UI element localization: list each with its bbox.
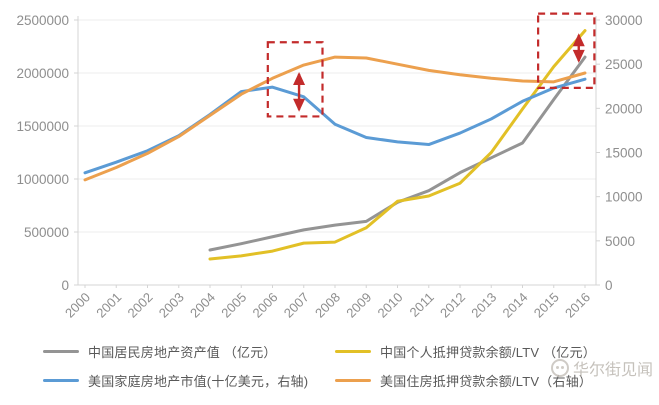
series-line-0 <box>208 55 587 252</box>
x-tick-label: 2000 <box>62 290 93 321</box>
y-right-tick-label: 20000 <box>605 101 643 116</box>
legend-item-us-mortgage-ltv: 美国住房抵押贷款余额/LTV（右轴） <box>335 371 653 390</box>
legend-label: 中国个人抵押贷款余额/LTV （亿元） <box>380 345 596 360</box>
x-axis: 2000 2001 2002 2003 2004 2005 2006 2007 2008 2009… <box>62 285 593 321</box>
highlight-box-2 <box>537 12 596 89</box>
x-tick-label: 2012 <box>437 290 468 321</box>
legend-label: 美国住房抵押贷款余额/LTV（右轴） <box>380 374 593 389</box>
legend-item-us-home-value: 美国家庭房地产市值(十亿美元，右轴) <box>43 371 335 390</box>
x-tick-label: 2002 <box>125 290 156 321</box>
x-tick-label: 2005 <box>218 290 249 321</box>
gap-arrow-1 <box>293 71 306 112</box>
dual-axis-line-chart: 0 500000 1000000 1500000 2000000 2500000 0 5000… <box>16 12 643 321</box>
y-left-tick-label: 2500000 <box>16 13 69 28</box>
y-right-tick-label: 25000 <box>605 57 643 72</box>
legend-item-china-property-value: 中国居民房地产资产值 （亿元） <box>43 342 335 361</box>
annotations <box>266 12 596 118</box>
legend-label: 美国家庭房地产市值(十亿美元，右轴) <box>88 374 309 389</box>
x-tick-label: 2014 <box>500 290 531 321</box>
x-tick-label: 2010 <box>375 290 406 321</box>
axes <box>77 16 597 286</box>
legend-swatch-blue <box>43 379 79 382</box>
y-left-tick-label: 2000000 <box>16 66 69 81</box>
series-line-1 <box>208 29 587 261</box>
y-right-tick-label: 10000 <box>605 190 643 205</box>
legend-label: 中国居民房地产资产值 （亿元） <box>88 345 277 360</box>
x-tick-label: 2009 <box>343 290 374 321</box>
legend-swatch-gray <box>43 350 79 353</box>
y-left-tick-label: 1500000 <box>16 119 69 134</box>
y-axis-left: 0 500000 1000000 1500000 2000000 2500000 <box>16 13 78 293</box>
x-tick-label: 2013 <box>468 290 499 321</box>
x-tick-label: 2015 <box>531 290 562 321</box>
y-right-tick-label: 5000 <box>605 234 635 249</box>
legend-swatch-orange <box>335 379 371 382</box>
y-left-tick-label: 0 <box>61 278 69 293</box>
x-tick-label: 2016 <box>562 290 593 321</box>
x-tick-label: 2004 <box>187 290 218 321</box>
y-right-tick-label: 15000 <box>605 146 643 161</box>
x-tick-label: 2003 <box>156 290 187 321</box>
x-tick-label: 2006 <box>250 290 281 321</box>
y-right-tick-label: 30000 <box>605 13 643 28</box>
chart-legend: 中国居民房地产资产值 （亿元） 中国个人抵押贷款余额/LTV （亿元） 美国家庭… <box>43 342 653 390</box>
x-tick-label: 2007 <box>281 290 312 321</box>
y-left-tick-label: 500000 <box>24 225 69 240</box>
y-axis-right: 0 5000 10000 15000 20000 25000 30000 <box>596 13 643 293</box>
y-left-tick-label: 1000000 <box>16 172 69 187</box>
x-tick-label: 2011 <box>406 290 436 320</box>
highlight-box-1 <box>266 41 324 118</box>
gap-arrow-2 <box>572 33 585 63</box>
x-tick-label: 2008 <box>312 290 343 321</box>
x-tick-label: 2001 <box>93 290 124 321</box>
y-right-tick-label: 0 <box>605 278 613 293</box>
legend-item-china-mortgage-ltv: 中国个人抵押贷款余额/LTV （亿元） <box>335 342 653 361</box>
legend-swatch-yellow <box>335 350 371 353</box>
series-line-3 <box>83 55 587 182</box>
